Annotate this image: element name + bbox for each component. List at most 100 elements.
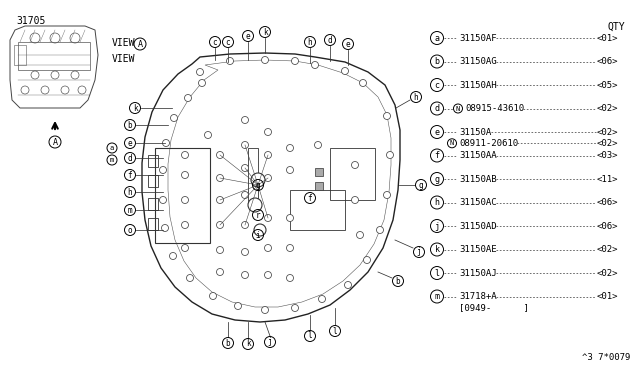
Circle shape (241, 141, 248, 148)
Text: <02>: <02> (596, 139, 618, 148)
Circle shape (216, 196, 223, 203)
Bar (315, 168, 323, 176)
Circle shape (196, 68, 204, 76)
Circle shape (216, 269, 223, 276)
Circle shape (182, 244, 189, 251)
Bar (330, 148, 375, 200)
Bar (148, 175, 158, 187)
Text: 08911-20610: 08911-20610 (459, 139, 518, 148)
Circle shape (170, 253, 177, 260)
Circle shape (287, 215, 294, 221)
Circle shape (241, 272, 248, 279)
Text: <11>: <11> (596, 174, 618, 183)
Circle shape (351, 161, 358, 169)
Text: e: e (346, 39, 350, 48)
Bar (155, 148, 210, 243)
Text: a: a (110, 145, 114, 151)
Text: m: m (110, 157, 114, 163)
Circle shape (209, 292, 216, 299)
Text: d: d (328, 35, 332, 45)
Bar (148, 155, 158, 167)
Circle shape (383, 192, 390, 199)
Text: ^3 7*0079: ^3 7*0079 (582, 353, 630, 362)
Bar (290, 190, 345, 230)
Text: 31150AF: 31150AF (459, 33, 497, 42)
Bar (248, 148, 258, 206)
Text: l: l (333, 327, 337, 336)
Circle shape (184, 94, 191, 102)
Circle shape (287, 167, 294, 173)
Circle shape (364, 257, 371, 263)
Circle shape (314, 141, 321, 148)
Text: e: e (128, 138, 132, 148)
Circle shape (205, 131, 211, 138)
Circle shape (383, 112, 390, 119)
Circle shape (182, 151, 189, 158)
Circle shape (264, 215, 271, 221)
Circle shape (182, 196, 189, 203)
Text: <02>: <02> (596, 128, 618, 137)
Circle shape (387, 151, 394, 158)
Text: 31150AE: 31150AE (459, 245, 497, 254)
Circle shape (356, 231, 364, 238)
Circle shape (248, 198, 262, 212)
Text: <03>: <03> (596, 151, 618, 160)
Circle shape (163, 140, 170, 147)
Bar (14, 45, 26, 65)
Text: 31705: 31705 (16, 16, 45, 26)
Text: 31150AH: 31150AH (459, 80, 497, 90)
Text: g: g (419, 180, 423, 189)
Text: 31150A: 31150A (459, 128, 492, 137)
Text: 31150AA: 31150AA (459, 151, 497, 160)
Text: <06>: <06> (596, 198, 618, 207)
Text: b: b (435, 57, 440, 66)
Circle shape (182, 221, 189, 228)
Circle shape (264, 174, 271, 182)
Text: k: k (435, 245, 440, 254)
Text: b: b (226, 339, 230, 347)
Circle shape (216, 151, 223, 158)
Circle shape (182, 171, 189, 179)
Circle shape (342, 67, 349, 74)
Text: l: l (435, 269, 440, 278)
Bar (148, 198, 158, 210)
Text: [0949-      ]: [0949- ] (459, 303, 529, 312)
Text: 31150AJ: 31150AJ (459, 269, 497, 278)
Circle shape (262, 307, 269, 314)
Text: e: e (435, 128, 440, 137)
Text: k: k (132, 103, 138, 112)
Circle shape (241, 248, 248, 256)
Text: o: o (128, 225, 132, 234)
Text: VIEW: VIEW (112, 54, 136, 64)
Circle shape (234, 302, 241, 310)
Text: k: k (262, 28, 268, 36)
Bar (315, 182, 323, 190)
Text: <01>: <01> (596, 33, 618, 42)
Text: m: m (128, 205, 132, 215)
Circle shape (291, 305, 298, 311)
Circle shape (264, 151, 271, 158)
Text: j: j (417, 247, 421, 257)
Text: <02>: <02> (596, 104, 618, 113)
Circle shape (241, 164, 248, 171)
Text: h: h (435, 198, 440, 207)
Circle shape (161, 224, 168, 231)
Text: b: b (396, 276, 400, 285)
Text: c: c (226, 38, 230, 46)
Text: e: e (246, 32, 250, 41)
Circle shape (159, 167, 166, 173)
Circle shape (360, 80, 367, 87)
Circle shape (376, 227, 383, 234)
Circle shape (264, 272, 271, 279)
Circle shape (287, 144, 294, 151)
Text: g: g (256, 180, 260, 189)
Circle shape (241, 221, 248, 228)
Text: A: A (52, 138, 58, 147)
Circle shape (216, 247, 223, 253)
Circle shape (216, 221, 223, 228)
Text: <02>: <02> (596, 269, 618, 278)
Circle shape (312, 61, 319, 68)
Text: N: N (450, 140, 454, 146)
Text: VIEW: VIEW (112, 38, 136, 48)
Text: k: k (246, 340, 250, 349)
